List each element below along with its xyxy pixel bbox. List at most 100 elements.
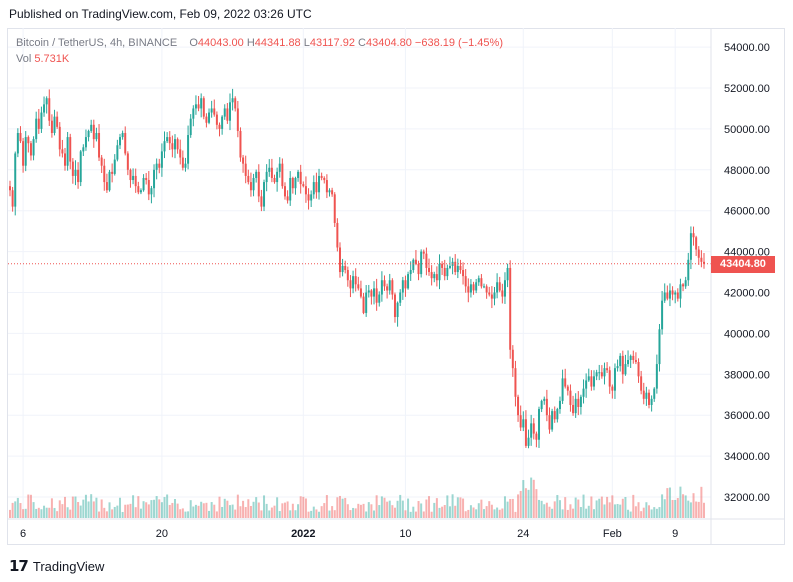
candle-body: [43, 104, 46, 113]
candle-body: [383, 280, 386, 287]
candle-body: [703, 261, 705, 264]
volume-bar: [71, 496, 74, 518]
volume-bar: [412, 506, 415, 518]
candle-body: [265, 171, 268, 183]
volume-bar: [428, 496, 431, 518]
volume-bar: [687, 500, 690, 518]
candle-body: [548, 415, 551, 430]
volume-bar: [98, 511, 101, 518]
candle-body: [561, 378, 564, 401]
volume-bar: [386, 501, 389, 518]
volume-bar: [208, 510, 211, 518]
volume-bar: [221, 506, 224, 518]
candle-body: [391, 280, 394, 295]
candle-body: [310, 194, 313, 201]
volume-bar: [624, 497, 627, 518]
volume-bar: [668, 487, 671, 518]
volume-bar: [35, 508, 38, 518]
volume-bar: [202, 503, 205, 518]
candle-body: [464, 276, 467, 287]
candle-body: [551, 411, 554, 430]
volume-bar: [477, 503, 480, 518]
candle-body: [16, 132, 19, 154]
volume-bar: [642, 507, 645, 518]
candle-body: [517, 396, 520, 416]
volume-bar: [252, 501, 255, 518]
tradingview-brand: TradingView: [32, 558, 105, 574]
candle-body: [63, 153, 66, 166]
volume-bar: [338, 495, 341, 518]
volume-bar: [517, 494, 520, 518]
volume-bar: [289, 510, 292, 518]
volume-bar: [464, 511, 467, 518]
candle-body: [485, 286, 488, 293]
volume-bar: [456, 497, 459, 518]
volume-bar: [561, 509, 564, 518]
volume-bar: [653, 507, 656, 518]
candle-body: [697, 249, 700, 258]
candle-body: [454, 261, 457, 273]
volume-bar: [689, 502, 692, 518]
volume-bar: [90, 494, 93, 518]
candle-body: [642, 390, 645, 399]
candle-body: [558, 400, 561, 410]
candle-body: [498, 282, 501, 291]
candle-body: [113, 159, 116, 174]
volume-bar: [462, 498, 465, 518]
candle-body: [325, 180, 328, 193]
volume-bar: [522, 480, 525, 518]
price-axis: 54000.00 52000.00 50000.00 48000.00 46000.00…: [724, 42, 770, 504]
volume-bar: [323, 503, 326, 518]
candle-body: [231, 98, 234, 103]
candle-body: [399, 292, 402, 303]
candle-body: [679, 284, 682, 299]
candle-body: [467, 286, 470, 293]
volume-bar: [139, 508, 142, 518]
candle-body: [653, 388, 656, 399]
candle-body: [388, 280, 391, 291]
volume-bar: [29, 494, 32, 518]
candle-body: [572, 404, 575, 414]
candle-body: [283, 186, 286, 197]
candle-body: [446, 267, 449, 277]
candle-body: [263, 182, 266, 207]
volume-bar: [535, 489, 538, 518]
volume-bar: [367, 502, 370, 518]
candle-body: [197, 104, 200, 109]
candle-body: [208, 112, 211, 123]
candle-body: [574, 398, 577, 414]
tradingview-footer[interactable]: 𝟭𝟳 TradingView: [9, 556, 104, 576]
open-label: O: [189, 37, 198, 49]
volume-bar: [318, 511, 321, 518]
candle-body: [244, 163, 247, 176]
candle-body: [181, 157, 184, 168]
candle-body: [333, 194, 336, 223]
volume-bar: [490, 504, 493, 518]
volume-bar: [514, 511, 517, 518]
candle-body: [27, 137, 30, 144]
volume-bar: [40, 509, 43, 518]
candle-body: [648, 392, 651, 405]
candle-body: [153, 169, 156, 189]
candle-body: [35, 118, 38, 140]
candle-body: [105, 182, 108, 191]
volume-bar: [48, 507, 51, 518]
volume-bar: [53, 507, 56, 518]
volume-bar: [87, 501, 90, 518]
volume-bar: [501, 508, 504, 518]
volume-bar: [545, 502, 548, 518]
volume-bar: [527, 489, 530, 518]
candle-body: [488, 292, 491, 295]
candle-body: [155, 163, 158, 170]
candle-body: [32, 139, 35, 156]
candle-body: [357, 284, 360, 289]
candle-body: [111, 171, 114, 174]
volume-bar: [84, 494, 87, 518]
candle-body: [22, 141, 25, 166]
candle-body: [359, 288, 362, 297]
candle-body: [522, 419, 525, 428]
volume-bar: [606, 496, 609, 518]
candle-body: [14, 153, 17, 207]
y-tick-label: 46000.00: [724, 206, 770, 218]
